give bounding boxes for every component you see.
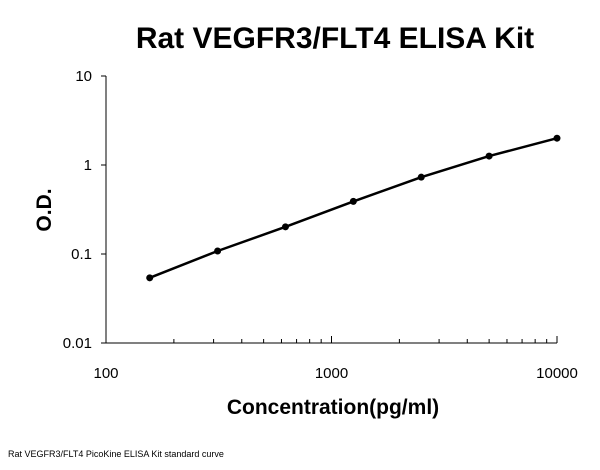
y-tick-label: 0.1: [71, 246, 92, 263]
series-curve: [149, 136, 558, 279]
y-tick-label: 0.01: [63, 335, 92, 352]
data-point: [349, 197, 357, 205]
series-line: [149, 136, 558, 279]
y-ticks: [101, 75, 106, 344]
data-point: [214, 247, 222, 255]
y-tick-label: 10: [75, 68, 92, 85]
data-point: [485, 152, 493, 160]
y-tick-label: 1: [84, 157, 92, 174]
chart-title: Rat VEGFR3/FLT4 ELISA Kit: [135, 22, 535, 55]
x-tick-label: 1000: [315, 365, 348, 382]
y-tick-labels: 0.01 0.1 1 10: [63, 68, 92, 352]
data-point: [553, 134, 561, 142]
data-points: [146, 134, 561, 282]
x-ticks: [105, 336, 558, 343]
data-point: [146, 274, 154, 282]
x-tick-labels: 100 1000 10000: [93, 365, 577, 382]
x-tick-label: 10000: [536, 365, 578, 382]
data-point: [281, 223, 289, 231]
y-axis-label: O.D.: [33, 188, 56, 231]
x-tick-label: 100: [93, 365, 118, 382]
figure-caption: Rat VEGFR3/FLT4 PicoKine ELISA Kit stand…: [8, 449, 224, 459]
data-point: [417, 173, 425, 181]
x-axis-label: Concentration(pg/ml): [227, 396, 439, 419]
